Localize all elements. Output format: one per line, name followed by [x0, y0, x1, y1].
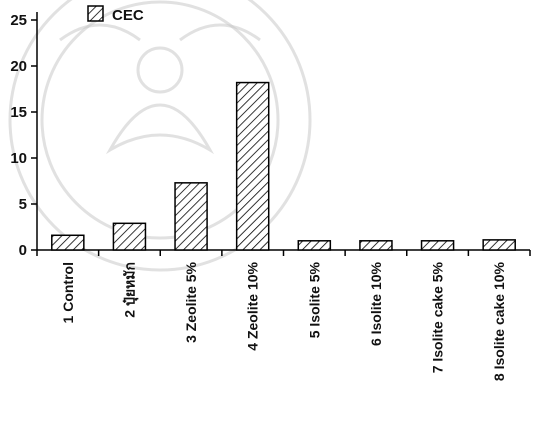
- y-tick-label: 15: [10, 104, 27, 121]
- y-tick-label: 0: [19, 242, 27, 259]
- y-tick-label: 10: [10, 150, 27, 167]
- bar: [51, 234, 85, 251]
- bar: [112, 222, 147, 251]
- y-tick-label: 25: [10, 12, 27, 29]
- bar: [359, 240, 393, 251]
- legend-label: CEC: [112, 7, 144, 24]
- legend-swatch: [87, 5, 104, 22]
- watermark-seal: [8, 0, 312, 272]
- bar: [235, 81, 270, 251]
- category-label: 6 Isolite 10%: [368, 261, 384, 346]
- y-tick-label: 20: [10, 58, 27, 75]
- category-label: 5 Isolite 5%: [306, 261, 322, 338]
- category-labels: 1 Control 2 ปุ๋ยหมัก 3 Zeolite 5% 4 Zeolite…: [60, 261, 507, 381]
- category-label: 7 Isolite cake 5%: [430, 261, 446, 373]
- category-label: 3 Zeolite 5%: [183, 261, 199, 342]
- bar: [482, 239, 516, 251]
- y-tick-label: 5: [19, 196, 27, 213]
- bars: [51, 81, 516, 251]
- bar: [297, 240, 332, 251]
- bar: [174, 182, 208, 251]
- bar: [420, 240, 455, 251]
- y-tick-labels: 0 5 10 15 20 25: [10, 12, 27, 259]
- legend: CEC: [87, 5, 144, 24]
- category-label: 8 Isolite cake 10%: [491, 261, 507, 381]
- category-label: 1 Control: [60, 262, 76, 323]
- category-label: 2 ปุ๋ยหมัก: [121, 262, 138, 318]
- axes: [31, 12, 531, 256]
- category-label: 4 Zeolite 10%: [245, 261, 261, 350]
